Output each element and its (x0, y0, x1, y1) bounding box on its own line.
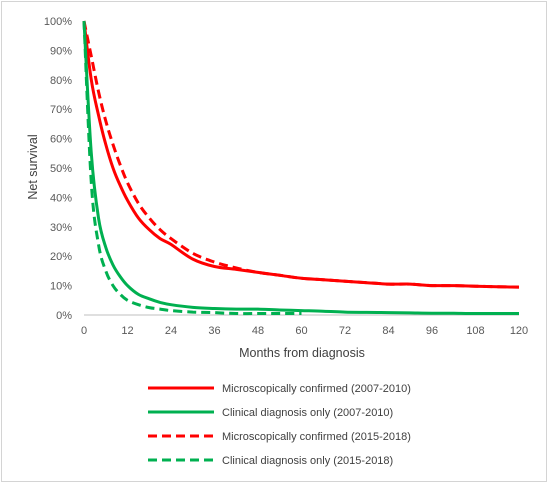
legend-label: Microscopically confirmed (2015-2018) (222, 431, 411, 443)
y-tick-label: 100% (44, 16, 72, 28)
x-tick-label: 96 (426, 325, 438, 337)
x-tick-label: 48 (252, 325, 264, 337)
y-tick-label: 60% (50, 134, 72, 146)
legend-label: Clinical diagnosis only (2015-2018) (222, 455, 393, 467)
y-tick-label: 0% (56, 310, 72, 322)
y-tick-label: 90% (50, 45, 72, 57)
y-tick-label: 70% (50, 104, 72, 116)
y-axis-title: Net survival (26, 134, 40, 199)
legend-label: Clinical diagnosis only (2007-2010) (222, 407, 393, 419)
y-tick-label: 20% (50, 251, 72, 263)
x-tick-label: 60 (295, 325, 307, 337)
series-line-2 (82, 20, 519, 316)
y-tick-label: 40% (50, 192, 72, 204)
y-tick-label: 80% (50, 75, 72, 87)
x-tick-label: 0 (81, 325, 87, 337)
legend: Microscopically confirmed (2007-2010) Cli… (148, 383, 411, 467)
x-tick-label: 12 (121, 325, 133, 337)
series-line-3 (82, 20, 520, 289)
x-axis-title: Months from diagnosis (239, 346, 365, 360)
x-tick-label: 72 (339, 325, 351, 337)
x-tick-label: 120 (510, 325, 528, 337)
series-line-4 (82, 20, 302, 316)
series-layer (82, 20, 520, 316)
x-tick-label: 36 (208, 325, 220, 337)
y-tick-label: 10% (50, 281, 72, 293)
y-tick-label: 30% (50, 222, 72, 234)
legend-label: Microscopically confirmed (2007-2010) (222, 383, 411, 395)
y-tick-label: 50% (50, 163, 72, 175)
x-tick-label: 24 (165, 325, 177, 337)
axes: 0% 10% 20% 30% 40% 50% 60% 70% 80% 90% 100% 0 12 24 36… (44, 16, 528, 337)
series-line-1 (82, 20, 520, 289)
x-tick-label: 84 (382, 325, 394, 337)
x-tick-label: 108 (466, 325, 484, 337)
